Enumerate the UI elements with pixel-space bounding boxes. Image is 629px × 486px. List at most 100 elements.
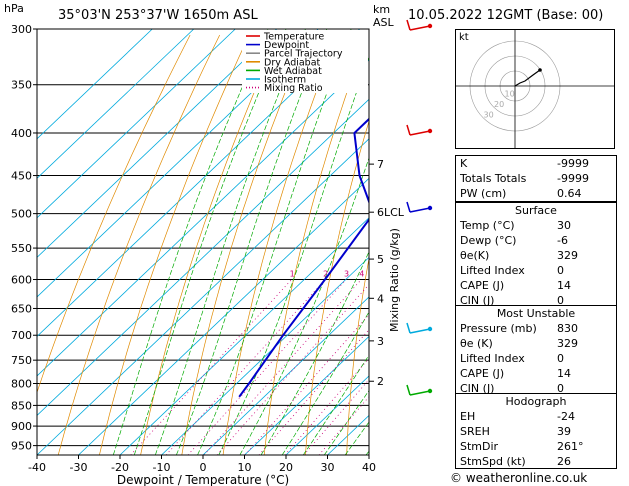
- row-label: Totals Totals: [460, 172, 527, 185]
- wind-barb-flag: [406, 201, 411, 213]
- isotherm-line: [119, 217, 369, 455]
- row-value: 830: [557, 322, 578, 335]
- temperature-tick-label: 10: [238, 461, 252, 474]
- pressure-tick-label: 800: [11, 378, 32, 391]
- indices-box: K -9999 Totals Totals -9999 PW (cm) 0.64: [455, 155, 617, 202]
- table-row: StmDir 261°: [456, 439, 616, 454]
- mixing-ratio-label: 5: [371, 270, 376, 279]
- table-row: CAPE (J) 14: [456, 278, 616, 293]
- table-row: Pressure (mb) 830: [456, 321, 616, 336]
- table-row: K -9999: [456, 156, 616, 171]
- height-tick-label: 5: [377, 253, 384, 266]
- row-label: CAPE (J): [460, 367, 505, 380]
- dry-adiabat-line: [346, 256, 369, 455]
- row-value: -24: [557, 410, 575, 423]
- row-label: Temp (°C): [460, 219, 515, 232]
- hodograph-stats-box: Hodograph EH -24 SREH 39 StmDir 261° StmSpd (k…: [455, 393, 617, 469]
- temperature-tick-label: -20: [111, 461, 129, 474]
- pressure-tick-label: 750: [11, 354, 32, 367]
- mixing-ratio-label: 1: [290, 270, 295, 279]
- row-value: 0: [557, 264, 564, 277]
- hodograph-frame: [455, 29, 615, 149]
- wind-barb: [409, 25, 431, 31]
- row-value: 0: [557, 352, 564, 365]
- row-value: -9999: [557, 172, 589, 185]
- legend-label: Temperature: [263, 32, 324, 43]
- pressure-tick-label: 500: [11, 208, 32, 221]
- mixing-ratio-label: 15: [436, 270, 446, 279]
- row-value: -9999: [557, 157, 589, 170]
- temperature-tick-label: 0: [200, 461, 207, 474]
- legend-label: Isotherm: [264, 75, 306, 86]
- dewpoint-profile: [238, 117, 369, 398]
- table-row: Lifted Index 0: [456, 263, 616, 278]
- pressure-tick-label: 300: [11, 23, 32, 36]
- pressure-tick-label: 950: [11, 440, 32, 453]
- wind-barb-flag: [406, 124, 411, 136]
- pressure-tick-label: 350: [11, 79, 32, 92]
- pressure-tick-label: 900: [11, 420, 32, 433]
- row-label: θe (K): [460, 337, 493, 350]
- table-row: Temp (°C) 30: [456, 218, 616, 233]
- wind-barb-dot: [427, 388, 433, 394]
- pressure-unit-label: hPa: [4, 2, 24, 15]
- mixing-ratio-line: [165, 279, 326, 455]
- height-tick-label: 4: [377, 292, 384, 305]
- wet-adiabat-line: [218, 56, 369, 455]
- legend-label: Wet Adiabat: [264, 66, 322, 77]
- dry-adiabat-line: [616, 35, 629, 455]
- row-value: 0: [557, 382, 564, 395]
- wind-barb: [409, 328, 431, 334]
- row-label: Dewp (°C): [460, 234, 517, 247]
- wind-barb: [409, 207, 431, 213]
- row-value: 329: [557, 249, 578, 262]
- mixing-ratio-line: [203, 279, 362, 455]
- temperature-tick-label: 30: [321, 461, 335, 474]
- wet-adiabat-line: [303, 354, 369, 455]
- temperature-tick-label: 20: [279, 461, 293, 474]
- mixing-ratio-label: 4: [359, 270, 364, 279]
- indices-table: K -9999 Totals Totals -9999 PW (cm) 0.64: [456, 156, 616, 201]
- row-label: PW (cm): [460, 187, 507, 200]
- row-value: 14: [557, 279, 571, 292]
- footer-credit: © weatheronline.co.uk: [450, 471, 588, 485]
- hodograph-end-marker: [538, 68, 542, 72]
- hodograph-trace: [514, 69, 541, 87]
- wind-barb-dot: [427, 23, 433, 29]
- row-label: SREH: [460, 425, 490, 438]
- hodograph-ring-label: 10: [505, 90, 515, 99]
- row-value: 0: [557, 294, 564, 307]
- row-label: Lifted Index: [460, 352, 525, 365]
- pressure-tick-label: 650: [11, 302, 32, 315]
- height-tick-label: 3: [377, 335, 384, 348]
- row-label: StmDir: [460, 440, 499, 453]
- wet-adiabat-line: [154, 29, 306, 455]
- mixing-ratio-label: 3: [344, 270, 349, 279]
- most-unstable-box: Most Unstable Pressure (mb) 830 θe (K) 329 L…: [455, 305, 617, 396]
- dry-adiabat-line: [222, 34, 339, 455]
- dry-adiabat-line: [140, 34, 280, 455]
- pressure-tick-label: 600: [11, 274, 32, 287]
- wind-barb-dot: [427, 205, 433, 211]
- isotherm-line: [285, 375, 369, 455]
- table-row: CIN (J) 0: [456, 293, 616, 308]
- table-row: θe (K) 329: [456, 336, 616, 351]
- row-value: 39: [557, 425, 571, 438]
- isotherm-line: [244, 335, 369, 455]
- wet-adiabat-line: [281, 311, 369, 455]
- height-tick-label: 2: [377, 375, 384, 388]
- table-row: Dewp (°C) -6: [456, 233, 616, 248]
- most-unstable-title: Most Unstable: [496, 307, 576, 320]
- wind-barb: [409, 130, 431, 136]
- wind-barb-flag: [406, 322, 411, 334]
- table-row: CAPE (J) 14: [456, 366, 616, 381]
- pressure-tick-label: 400: [11, 127, 32, 140]
- isotherm-line: [37, 138, 369, 455]
- wet-adiabat-line: [133, 29, 287, 455]
- pressure-tick-label: 450: [11, 170, 32, 183]
- dry-adiabat-line: [57, 34, 221, 455]
- row-value: 30: [557, 219, 571, 232]
- row-value: 26: [557, 455, 571, 468]
- dry-adiabat-line: [181, 34, 309, 455]
- row-label: CIN (J): [460, 294, 495, 307]
